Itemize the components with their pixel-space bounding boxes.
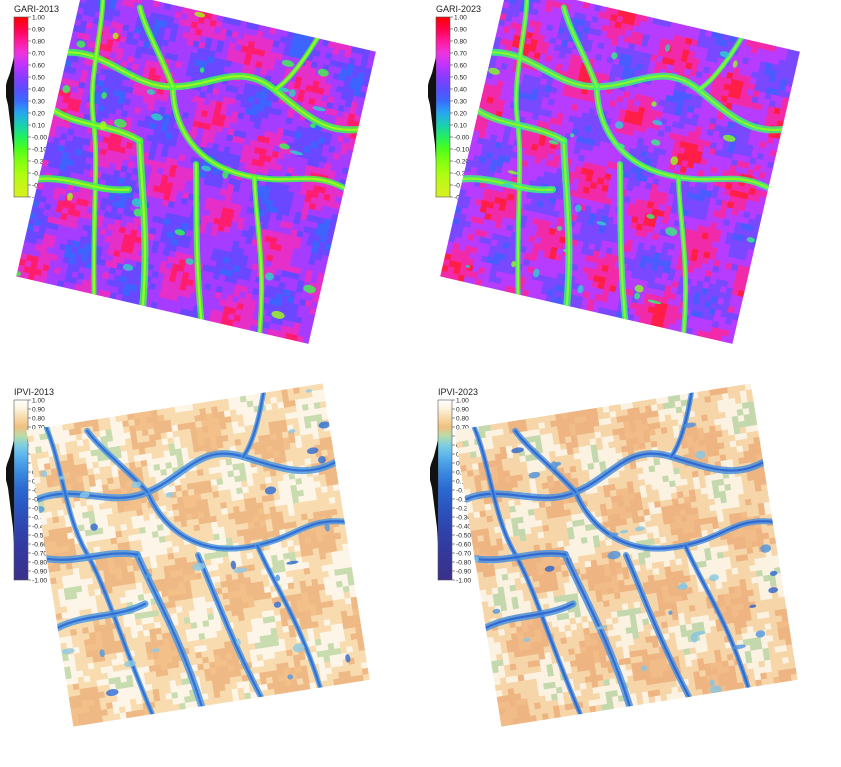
legend-tick-label: 0.90 — [32, 406, 45, 413]
map-ipvi-2013 — [26, 383, 370, 727]
legend-tick-label: -0.30 — [32, 514, 47, 521]
legend-bar: 1.00 0.90 0.80 0.70 0.60 0.50 0.40 0.30 0.20 0.10… — [6, 14, 47, 201]
legend-tick-label: -0.80 — [32, 559, 47, 566]
legend-tick-label: -0.50 — [32, 532, 47, 539]
legend-tick-label: 0.90 — [32, 26, 45, 33]
legend-color-ramp — [437, 399, 453, 581]
legend-tick-label: -0.50 — [456, 532, 471, 539]
raster-gari-2023 — [440, 0, 800, 344]
legend-histogram — [6, 57, 14, 169]
legend-tick-label: 0.30 — [32, 98, 45, 105]
legend-title: IPVI-2013 — [14, 387, 55, 397]
legend-tick-label: 0.40 — [454, 86, 467, 93]
legend-tick-label: 0.80 — [454, 38, 467, 45]
legend-tick-label: 1.00 — [456, 397, 469, 404]
legend-tick-label: 0.50 — [32, 74, 45, 81]
legend-color-ramp — [13, 16, 29, 198]
legend-histogram — [6, 440, 14, 552]
legend-tick-label: 1.00 — [454, 14, 467, 21]
legend-tick-label: -0.20 — [456, 505, 471, 512]
panel-gari-2013: GARI-2013 1.00 0.90 0.80 0.70 0.60 0.50 0.40 0.… — [0, 0, 420, 383]
legend-color-ramp — [435, 16, 451, 198]
legend-tick-label: -0.80 — [456, 559, 471, 566]
legend-tick-label: -0.00 — [456, 487, 471, 494]
legend-tick-label: 0.70 — [32, 424, 45, 431]
legend-tick-label: -0.20 — [32, 158, 47, 165]
panel-ipvi-2023: IPVI-2023 1.000.900.800.700.600.500.400.… — [420, 383, 841, 767]
legend-tick-label: -1.00 — [32, 577, 47, 584]
legend-tick-label: 0.10 — [32, 122, 45, 129]
legend-tick-label: 0.80 — [456, 415, 469, 422]
legend-tick-label: 0.40 — [32, 86, 45, 93]
legend-tick-label: 0.20 — [32, 110, 45, 117]
legend-tick-label: 0.70 — [32, 50, 45, 57]
legend-tick-label: 0.70 — [454, 50, 467, 57]
legend-color-ramp — [13, 399, 29, 581]
panel-ipvi-2013: IPVI-2013 1.000.900.800.700.600.500.400.… — [0, 383, 420, 767]
legend-tick-label: -0.60 — [32, 541, 47, 548]
legend-tick-label: -0.40 — [456, 523, 471, 530]
raster-ipvi-2023 — [454, 383, 798, 727]
legend-tick-label: -0.20 — [454, 158, 469, 165]
legend-tick-label: 0.90 — [456, 406, 469, 413]
legend-tick-label: -0.10 — [456, 496, 471, 503]
legend-tick-label: 0.80 — [32, 38, 45, 45]
legend-tick-label: -0.70 — [456, 550, 471, 557]
legend-tick-label: -0.30 — [32, 170, 47, 177]
legend-title: IPVI-2023 — [438, 387, 479, 397]
legend-title: GARI-2013 — [14, 4, 60, 14]
legend-tick-label: 0.20 — [454, 110, 467, 117]
legend-gari-2023: GARI-2023 1.00 0.90 0.80 0.70 0.60 0.50 0.40 0.… — [428, 4, 498, 214]
legend-tick-label: -0.30 — [456, 514, 471, 521]
panel-gari-2023: GARI-2023 1.00 0.90 0.80 0.70 0.60 0.50 0.40 0.… — [420, 0, 841, 383]
legend-tick-label: 0.90 — [454, 26, 467, 33]
legend-tick-label: 0.80 — [32, 415, 45, 422]
legend-tick-label: 1.00 — [32, 397, 45, 404]
legend-tick-label: -0.60 — [456, 541, 471, 548]
legend-tick-label: -0.90 — [456, 568, 471, 575]
legend-tick-label: -0.00 — [454, 134, 469, 141]
map-ipvi-2023 — [454, 383, 798, 727]
legend-tick-label: 0.60 — [454, 62, 467, 69]
raster-ipvi-2013 — [26, 383, 370, 727]
legend-title: GARI-2023 — [436, 4, 482, 14]
legend-tick-label: 0.70 — [456, 424, 469, 431]
legend-tick-label: -0.40 — [32, 523, 47, 530]
map-gari-2013 — [16, 0, 376, 344]
legend-tick-label: -0.00 — [32, 134, 47, 141]
legend-tick-label: -1.00 — [456, 577, 471, 584]
legend-tick-label: -0.10 — [454, 146, 469, 153]
legend-tick-label: -0.30 — [454, 170, 469, 177]
legend-tick-label: 0.30 — [454, 98, 467, 105]
legend-histogram — [430, 440, 438, 552]
legend-bar: 1.00 0.90 0.80 0.70 0.60 0.50 0.40 0.30 0.20 0.10… — [428, 14, 469, 201]
legend-tick-label: -0.90 — [32, 568, 47, 575]
legend-histogram — [428, 57, 436, 169]
legend-tick-label: 1.00 — [32, 14, 45, 21]
map-gari-2023 — [440, 0, 800, 344]
legend-tick-label: -0.70 — [32, 550, 47, 557]
legend-tick-label: 0.60 — [32, 62, 45, 69]
legend-tick-label: 0.50 — [454, 74, 467, 81]
raster-gari-2013 — [16, 0, 376, 344]
legend-tick-label: 0.10 — [454, 122, 467, 129]
legend-gari-2013: GARI-2013 1.00 0.90 0.80 0.70 0.60 0.50 0.40 0.… — [6, 4, 76, 214]
legend-tick-label: -0.10 — [32, 146, 47, 153]
